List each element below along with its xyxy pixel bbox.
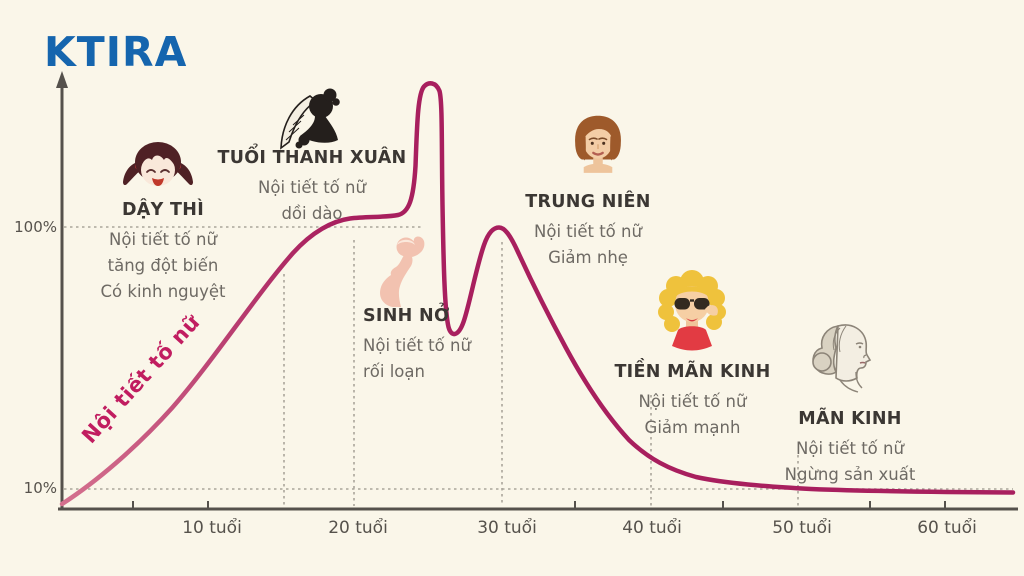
- pregnant-woman-icon: [380, 236, 425, 307]
- grid-dashed-lines: [64, 226, 1013, 506]
- hormone-curve: [59, 81, 1016, 507]
- y-axis-label-10: 10%: [23, 479, 57, 497]
- elder-woman-sketch-icon: [812, 324, 872, 393]
- stage-line: Giảm nhẹ: [548, 248, 628, 267]
- stage-tuoi-thanh-xuan: TUỔI THANH XUÂN Nội tiết tố nữ dồi dào: [217, 148, 407, 227]
- stage-line: dồi dào: [281, 204, 343, 223]
- x-axis-label-20: 20 tuổi: [328, 518, 388, 538]
- x-axis-label-60: 60 tuổi: [917, 518, 977, 538]
- stage-line: Nội tiết tố nữ: [109, 230, 217, 249]
- stage-title: MÃN KINH: [798, 409, 902, 429]
- stage-title: TUỔI THANH XUÂN: [217, 148, 407, 168]
- stage-title: TIỀN MÃN KINH: [614, 362, 771, 382]
- stage-line: Nội tiết tố nữ: [363, 336, 471, 355]
- stage-line: Nội tiết tố nữ: [796, 439, 904, 458]
- stage-line: Ngừng sản xuất: [784, 465, 916, 484]
- stage-line: Nội tiết tố nữ: [258, 178, 366, 197]
- y-axis-label-100: 100%: [14, 218, 57, 236]
- stage-line: Có kinh nguyệt: [100, 282, 226, 301]
- stage-line: Giảm mạnh: [644, 418, 741, 437]
- girl-pigtails-icon: [123, 142, 193, 186]
- stage-title: TRUNG NIÊN: [525, 192, 651, 212]
- bride-veil-icon: [280, 88, 340, 150]
- axis-ticks: [132, 501, 946, 508]
- stage-trung-nien: TRUNG NIÊN Nội tiết tố nữ Giảm nhẹ: [513, 192, 663, 271]
- x-axis-label-10: 10 tuổi: [182, 518, 242, 538]
- x-axis-label-50: 50 tuổi: [772, 518, 832, 538]
- x-axis-label-40: 40 tuổi: [622, 518, 682, 538]
- middle-aged-woman-icon: [575, 115, 621, 173]
- stage-line: rối loạn: [363, 362, 425, 381]
- stage-man-kinh: MÃN KINH Nội tiết tố nữ Ngừng sản xuất: [760, 409, 940, 488]
- woman-sunglasses-icon: [658, 270, 726, 351]
- axes: [58, 84, 1018, 511]
- stage-sinh-no: SINH NỞ Nội tiết tố nữ rối loạn: [363, 306, 503, 385]
- stage-line: tăng đột biến: [107, 256, 219, 275]
- stage-title: SINH NỞ: [363, 306, 450, 326]
- y-axis-arrow-icon: [56, 71, 68, 88]
- stage-day-thi: DẬY THÌ Nội tiết tố nữ tăng đột biến Có …: [83, 200, 243, 305]
- brand-logo: KTIRA: [44, 28, 188, 76]
- stage-line: Nội tiết tố nữ: [638, 392, 747, 411]
- stage-line: Nội tiết tố nữ: [534, 222, 642, 241]
- stage-title: DẬY THÌ: [121, 200, 205, 220]
- x-axis-label-30: 30 tuổi: [477, 518, 537, 538]
- stage-tien-man-kinh: TIỀN MÃN KINH Nội tiết tố nữ Giảm mạnh: [605, 362, 780, 441]
